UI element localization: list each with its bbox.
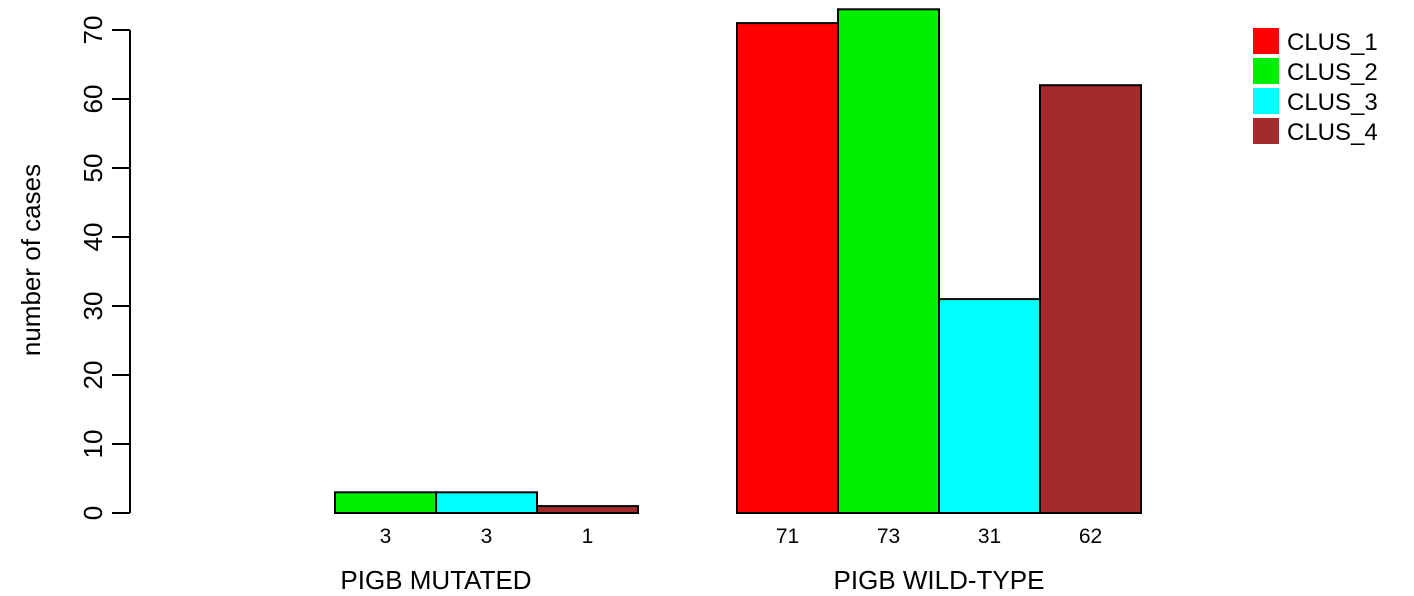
legend-swatch: [1253, 58, 1279, 84]
bars: [334, 8, 1142, 515]
y-tick-label: 60: [78, 85, 108, 114]
legend-label: CLUS_1: [1287, 29, 1378, 56]
bar-clus-1-wild-type: [736, 22, 839, 514]
bar-clus-2-wild-type: [837, 8, 940, 515]
group-labels: PIGB MUTATED PIGB WILD-TYPE: [340, 565, 1044, 595]
count-label: 3: [380, 525, 392, 548]
y-tick-label: 10: [78, 430, 108, 459]
legend: CLUS_1 CLUS_2 CLUS_3 CLUS_4: [1253, 28, 1378, 146]
y-axis: 0 10 20 30 40 50 60 70: [78, 16, 131, 520]
bar-clus-4-wild-type: [1039, 84, 1142, 514]
bar-clus-3-mutated: [435, 491, 538, 514]
count-label: 71: [776, 525, 799, 548]
count-label: 62: [1079, 525, 1102, 548]
legend-label: CLUS_2: [1287, 59, 1378, 86]
count-labels: 3 3 1 71 73 31 62: [380, 525, 1103, 548]
y-tick-label: 50: [78, 154, 108, 183]
y-tick-label: 40: [78, 223, 108, 252]
y-tick-label: 70: [78, 16, 108, 45]
count-label: 1: [582, 525, 594, 548]
bar-clus-2-mutated: [334, 491, 437, 514]
legend-label: CLUS_3: [1287, 89, 1378, 116]
bar-clus-4-mutated: [536, 505, 639, 515]
count-label: 31: [978, 525, 1001, 548]
bar-clus-3-wild-type: [938, 298, 1041, 514]
group-label: PIGB MUTATED: [340, 565, 531, 595]
y-tick-label: 30: [78, 292, 108, 321]
count-label: 3: [481, 525, 493, 548]
legend-label: CLUS_4: [1287, 119, 1378, 146]
group-label: PIGB WILD-TYPE: [834, 565, 1045, 595]
y-axis-title: number of cases: [16, 164, 46, 356]
y-tick-label: 20: [78, 361, 108, 390]
legend-swatch: [1253, 118, 1279, 144]
legend-swatch: [1253, 88, 1279, 114]
y-tick-label: 0: [78, 506, 108, 520]
count-label: 73: [877, 525, 900, 548]
legend-swatch: [1253, 28, 1279, 54]
